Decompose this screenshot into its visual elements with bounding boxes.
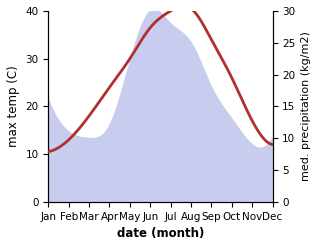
X-axis label: date (month): date (month) (117, 227, 204, 240)
Y-axis label: med. precipitation (kg/m2): med. precipitation (kg/m2) (301, 31, 311, 181)
Y-axis label: max temp (C): max temp (C) (7, 65, 20, 147)
